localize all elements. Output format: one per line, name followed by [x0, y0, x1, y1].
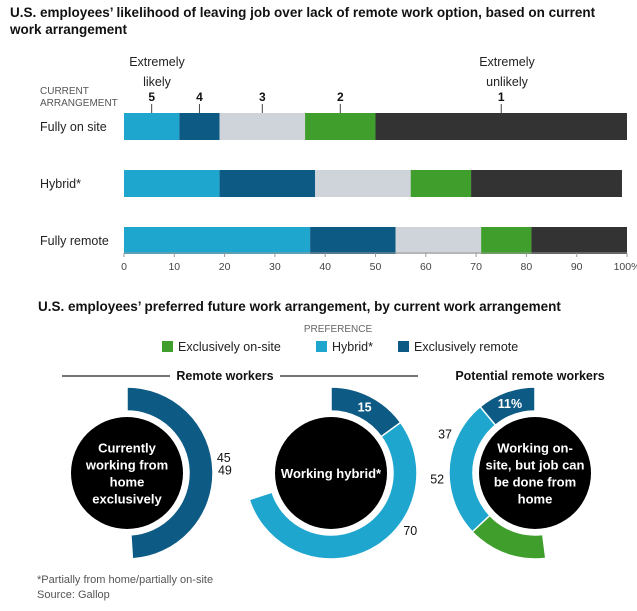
donut-center — [479, 417, 591, 529]
donut-value-label: 49 — [218, 463, 232, 477]
legend-swatch — [316, 341, 327, 352]
x-tick-label: 70 — [470, 261, 482, 273]
bar-segment — [395, 227, 482, 254]
donut-value-label: 37 — [438, 428, 452, 442]
bar-segment — [124, 227, 311, 254]
category-label: Fully on site — [40, 120, 107, 134]
x-tick-label: 20 — [219, 261, 231, 273]
bar-segment — [219, 170, 316, 197]
x-tick-label: 80 — [521, 261, 533, 273]
bar-segment — [124, 170, 220, 197]
group-label: Potential remote workers — [455, 369, 604, 383]
donut-center — [275, 417, 387, 529]
bar-segment — [481, 227, 532, 254]
scale-marker-label: 5 — [148, 90, 155, 104]
donut-center — [71, 417, 183, 529]
x-tick-label: 60 — [420, 261, 432, 273]
source-note: Source: Gallop — [37, 589, 110, 601]
donut-value-label: 11% — [498, 397, 522, 411]
donut-value-label: 52 — [430, 473, 444, 487]
x-tick-label: 90 — [571, 261, 583, 273]
bar-segment — [124, 113, 180, 140]
donut-slice — [248, 386, 418, 560]
x-tick-label: 40 — [319, 261, 331, 273]
bar-segment — [531, 227, 627, 254]
donut-value-label: 45 — [217, 451, 231, 465]
row-header-line: ARRANGEMENT — [40, 98, 118, 109]
donut-center-label: Working on- — [497, 441, 573, 456]
category-label: Fully remote — [40, 234, 109, 248]
x-tick-label: 30 — [269, 261, 281, 273]
legend-swatch — [162, 341, 173, 352]
legend-label: Exclusively remote — [414, 340, 518, 354]
scale-high-label: Extremely — [479, 55, 535, 69]
x-tick-label: 0 — [121, 261, 127, 273]
scale-marker-label: 4 — [196, 90, 203, 104]
donut-center-label: Working hybrid* — [281, 466, 382, 481]
x-tick-label: 50 — [370, 261, 382, 273]
donut-chart-title: U.S. employees’ preferred future work ar… — [38, 299, 561, 314]
bar-segment — [305, 113, 376, 140]
scale-low-label: likely — [143, 75, 172, 89]
scale-marker-label: 2 — [337, 90, 344, 104]
category-label: Hybrid* — [40, 177, 81, 191]
donut-center-label: Currently — [98, 441, 157, 456]
x-tick-label: 100% — [614, 261, 637, 273]
bar-segment — [315, 170, 411, 197]
donut-value-label: 15 — [358, 401, 372, 415]
x-tick-label: 10 — [168, 261, 180, 273]
group-label: Remote workers — [176, 369, 273, 383]
donut-slice — [448, 386, 536, 533]
donut-slice — [126, 386, 214, 560]
legend-title: PREFERENCE — [304, 324, 373, 335]
donut-center-label: home — [110, 475, 145, 490]
donut-center-label: site, but job can — [486, 458, 585, 473]
scale-low-label: Extremely — [129, 55, 185, 69]
row-header-line: CURRENT — [40, 86, 89, 97]
legend-label: Hybrid* — [332, 340, 373, 354]
bar-segment — [179, 113, 220, 140]
scale-high-label: unlikely — [486, 75, 528, 89]
bar-segment — [219, 113, 306, 140]
footnote: *Partially from home/partially on-site — [37, 574, 214, 586]
donut-center-label: exclusively — [92, 492, 162, 507]
donut-value-label: 70 — [403, 524, 417, 538]
bar-segment — [310, 227, 396, 254]
donut-slice — [330, 386, 402, 438]
donut-center-label: working from — [85, 458, 168, 473]
donut-center-label: be done from — [494, 475, 576, 490]
scale-marker-label: 1 — [498, 90, 505, 104]
bar-segment — [471, 170, 622, 197]
bar-chart-title: U.S. employees’ likelihood of leaving jo… — [10, 5, 596, 37]
scale-marker-label: 3 — [259, 90, 266, 104]
donut-center-label: home — [518, 492, 553, 507]
legend-swatch — [398, 341, 409, 352]
bar-segment — [410, 170, 472, 197]
legend-label: Exclusively on-site — [178, 340, 281, 354]
bar-segment — [375, 113, 627, 140]
donut-slice — [479, 386, 536, 427]
